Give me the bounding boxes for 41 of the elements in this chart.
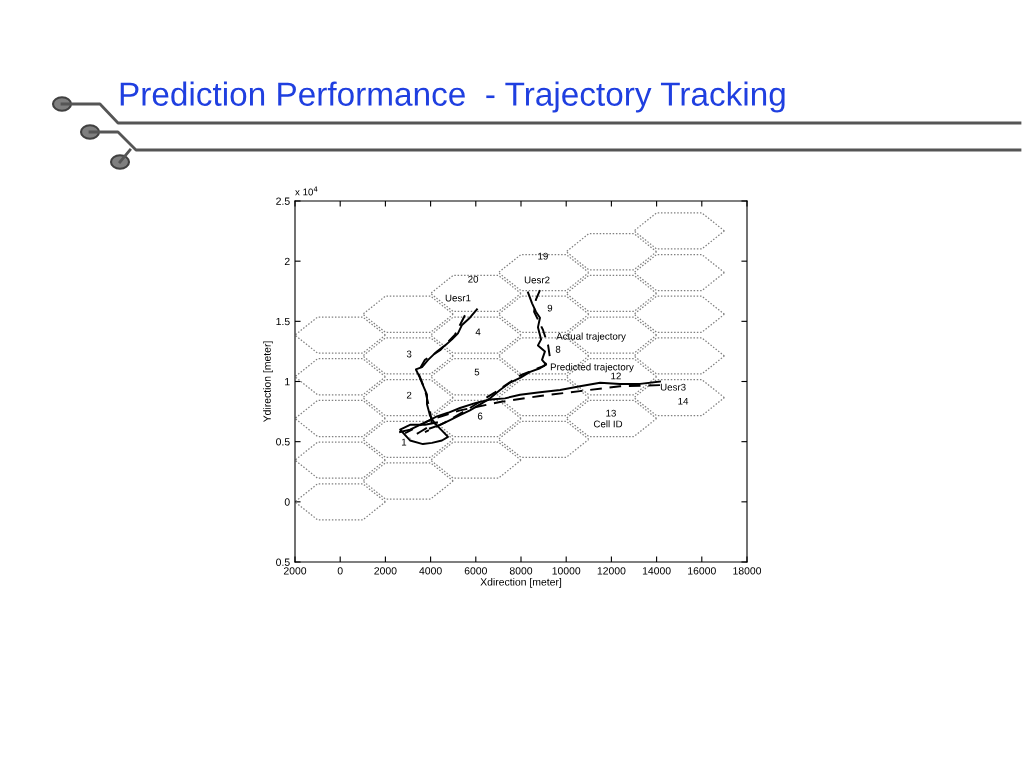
x-tick-label: 10000 — [552, 567, 581, 575]
annotation: 1 — [401, 438, 407, 446]
annotation: Uesr2 — [524, 276, 550, 284]
x-tick-label: 4000 — [419, 567, 442, 575]
annotation: 5 — [474, 368, 480, 376]
x-tick-label: 16000 — [688, 567, 716, 575]
annotation: 8 — [555, 345, 561, 353]
annotation: 19 — [538, 252, 548, 260]
annotation: 14 — [678, 397, 689, 405]
y-tick-label: 2 — [284, 257, 290, 265]
x-tick-label: 18000 — [733, 567, 762, 575]
annotation: 12 — [611, 372, 621, 380]
annotation: 13 — [606, 409, 616, 417]
annotation: Uesr1 — [445, 294, 471, 302]
annotation: Actual trajectory — [556, 332, 626, 342]
y-tick-label: 1.5 — [276, 317, 290, 326]
annotation: Predicted trajectory — [550, 363, 634, 373]
annotation: Cell ID — [593, 420, 623, 428]
annotation: 3 — [406, 350, 412, 358]
x-tick-label: 12000 — [597, 567, 626, 575]
text: x 10$^{4}$ — [295, 186, 318, 196]
annotation: 6 — [477, 412, 483, 420]
y-tick-label: 0 — [284, 498, 290, 506]
x-axis-title: Xdirection [meter] — [480, 577, 562, 588]
annotation: 9 — [547, 304, 553, 312]
x-tick-label: 8000 — [509, 567, 533, 575]
y-tick-label: 2.5 — [276, 197, 290, 205]
x-tick-label: 6000 — [464, 567, 487, 575]
y-axis-title: Ydirection [meter] — [263, 341, 273, 423]
chart-title: Prediction Performance - Trajectory Tracking — [120, 81, 785, 113]
x-tick-label: 0 — [337, 567, 343, 575]
annotation: Uesr3 — [660, 383, 686, 391]
x-tick-label: 2000 — [283, 567, 307, 575]
annotation: 2 — [406, 391, 412, 399]
x-tick-label: 14000 — [642, 567, 671, 575]
y-tick-label: 0.5 — [276, 438, 290, 446]
y-tick-label: 0.5 — [276, 558, 290, 566]
annotation: 20 — [468, 275, 479, 283]
annotation: 4 — [475, 328, 481, 336]
y-tick-label: 1 — [285, 378, 290, 386]
x-tick-label: 2000 — [374, 567, 397, 575]
